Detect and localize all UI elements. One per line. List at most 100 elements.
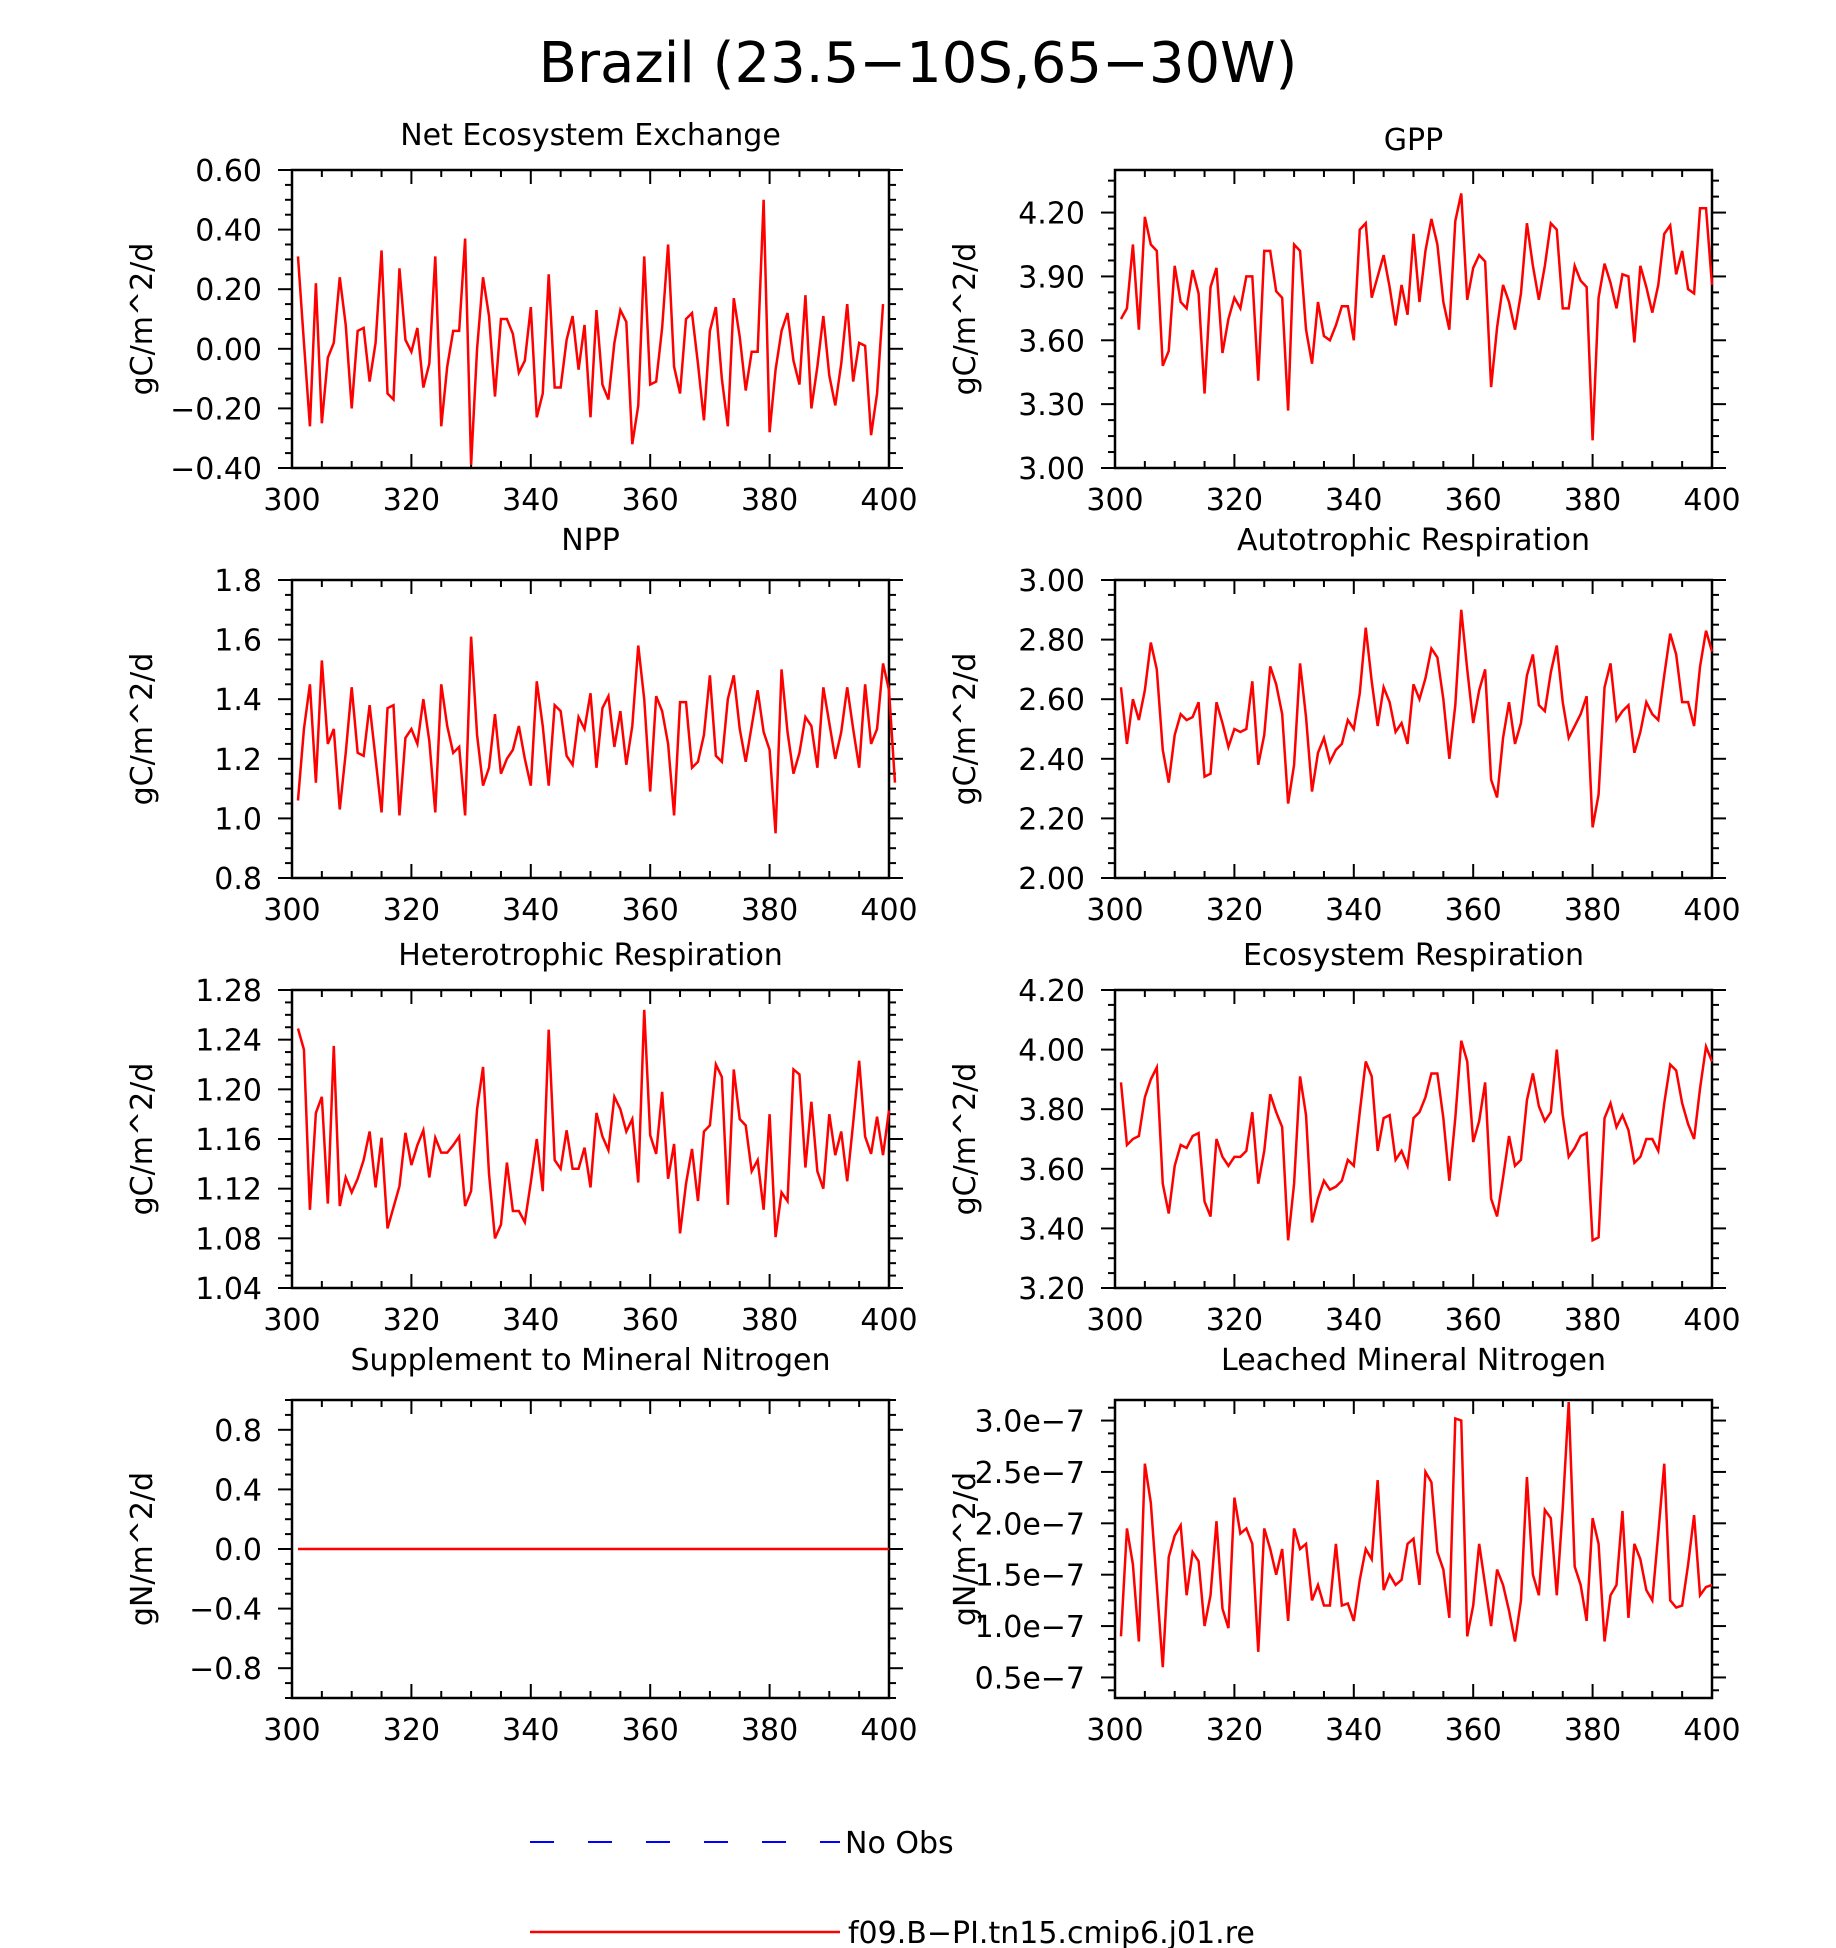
y-axis-label: gC/m^2/d [948, 243, 983, 396]
y-tick-label: 2.00 [1018, 862, 1085, 897]
x-tick-label: 300 [263, 1713, 320, 1748]
x-tick-label: 300 [263, 1303, 320, 1338]
x-tick-label: 320 [383, 1713, 440, 1748]
x-tick-label: 380 [1564, 483, 1621, 518]
y-tick-label: 3.30 [1018, 388, 1085, 423]
series-line [1119, 193, 1714, 441]
y-tick-label: 1.0e−7 [975, 1610, 1085, 1645]
panel-title: Heterotrophic Respiration [398, 938, 783, 973]
plot-frame [290, 168, 891, 470]
x-tick-label: 320 [1206, 893, 1263, 928]
x-tick-label: 320 [383, 483, 440, 518]
y-tick-label: 0.0 [214, 1533, 262, 1568]
y-tick-label: 1.0 [214, 802, 262, 837]
x-tick-label: 300 [263, 893, 320, 928]
panel-title: Autotrophic Respiration [1237, 523, 1590, 558]
y-tick-label: 0.8 [214, 1414, 262, 1449]
y-tick-label: 0.8 [214, 862, 262, 897]
x-tick-label: 380 [1564, 893, 1621, 928]
y-tick-label: 0.20 [195, 273, 262, 308]
y-tick-label: 3.0e−7 [975, 1405, 1085, 1440]
series-line [1119, 609, 1714, 828]
x-tick-label: 400 [860, 1713, 917, 1748]
y-tick-label: 1.2 [214, 743, 262, 778]
y-axis-label: gN/m^2/d [125, 1472, 160, 1626]
x-tick-label: 340 [502, 1713, 559, 1748]
x-tick-label: 360 [622, 483, 679, 518]
y-axis-label: gC/m^2/d [125, 243, 160, 396]
y-axis-label: gN/m^2/d [948, 1472, 983, 1626]
x-tick-label: 340 [1325, 1303, 1382, 1338]
x-tick-label: 400 [1683, 1713, 1740, 1748]
y-tick-label: 0.5e−7 [975, 1661, 1085, 1696]
x-tick-label: 400 [1683, 483, 1740, 518]
y-tick-label: 3.40 [1018, 1212, 1085, 1247]
y-tick-label: −0.20 [170, 392, 262, 427]
x-tick-label: 340 [502, 483, 559, 518]
x-tick-label: 380 [741, 1713, 798, 1748]
x-tick-label: 320 [1206, 1303, 1263, 1338]
x-tick-label: 360 [1445, 893, 1502, 928]
y-tick-label: 1.4 [214, 683, 262, 718]
plot-frame [1113, 578, 1714, 880]
panel-title: Leached Mineral Nitrogen [1221, 1343, 1606, 1378]
plot-frame [1113, 1398, 1714, 1700]
x-tick-label: 340 [1325, 1713, 1382, 1748]
y-axis-label: gC/m^2/d [948, 653, 983, 806]
legend: No Obs f09.B−PI.tn15.cmip6.j01.re [530, 1826, 1255, 1948]
x-tick-label: 340 [1325, 483, 1382, 518]
x-tick-label: 320 [1206, 1713, 1263, 1748]
y-tick-label: 3.90 [1018, 260, 1085, 295]
x-tick-label: 400 [1683, 893, 1740, 928]
series-line [1119, 1401, 1713, 1668]
y-tick-label: 3.00 [1018, 564, 1085, 599]
legend-model-label: f09.B−PI.tn15.cmip6.j01.re [848, 1916, 1255, 1948]
x-tick-label: 360 [1445, 1713, 1502, 1748]
legend-obs-label: No Obs [845, 1826, 954, 1861]
x-tick-label: 360 [1445, 483, 1502, 518]
x-tick-label: 360 [622, 893, 679, 928]
y-tick-label: 1.08 [195, 1222, 262, 1257]
y-tick-label: 4.20 [1018, 974, 1085, 1009]
y-tick-label: 3.20 [1018, 1272, 1085, 1307]
x-tick-label: 380 [741, 1303, 798, 1338]
x-tick-label: 400 [1683, 1303, 1740, 1338]
y-tick-label: 1.5e−7 [975, 1559, 1085, 1594]
y-axis-label: gC/m^2/d [948, 1063, 983, 1216]
x-tick-label: 300 [1086, 1713, 1143, 1748]
x-tick-label: 380 [1564, 1303, 1621, 1338]
panel-7: Supplement to Mineral Nitrogen gN/m^2/d 30… [125, 1343, 918, 1748]
y-tick-label: 2.80 [1018, 624, 1085, 659]
x-tick-label: 380 [1564, 1713, 1621, 1748]
y-tick-label: 4.20 [1018, 197, 1085, 232]
series-line [296, 199, 885, 466]
y-tick-label: 2.60 [1018, 683, 1085, 718]
x-tick-label: 400 [860, 1303, 917, 1338]
x-tick-label: 320 [383, 1303, 440, 1338]
y-tick-label: 1.6 [214, 624, 262, 659]
plot-frame [290, 578, 891, 880]
x-tick-label: 360 [1445, 1303, 1502, 1338]
series-line [296, 636, 897, 834]
panel-6: Ecosystem Respiration gC/m^2/d 300 320 340 36… [948, 938, 1741, 1338]
x-tick-label: 340 [502, 893, 559, 928]
y-tick-label: 2.0e−7 [975, 1507, 1085, 1542]
x-tick-label: 400 [860, 893, 917, 928]
panels: Net Ecosystem Exchange gC/m^2/d 300 320 340 3… [125, 118, 1741, 1748]
x-tick-label: 300 [1086, 893, 1143, 928]
x-tick-label: 340 [502, 1303, 559, 1338]
y-tick-label: 2.20 [1018, 802, 1085, 837]
panel-3: NPP gC/m^2/d 300 320 340 360 380 400 0.8 1.0 1.2 1.… [125, 523, 918, 928]
y-tick-label: 2.40 [1018, 743, 1085, 778]
figure-title: Brazil (23.5−10S,65−30W) [539, 31, 1298, 96]
y-tick-label: 1.16 [195, 1123, 262, 1158]
panel-4: Autotrophic Respiration gC/m^2/d 300 320 340… [948, 523, 1741, 928]
plot-frame [1113, 168, 1714, 470]
y-tick-label: −0.8 [189, 1652, 262, 1687]
x-tick-label: 300 [263, 483, 320, 518]
panel-2: GPP gC/m^2/d 300 320 340 360 380 400 3.00 3.30 3.6… [948, 123, 1741, 518]
x-tick-label: 320 [383, 893, 440, 928]
panel-title: GPP [1384, 123, 1443, 158]
y-tick-label: −0.4 [189, 1593, 262, 1628]
